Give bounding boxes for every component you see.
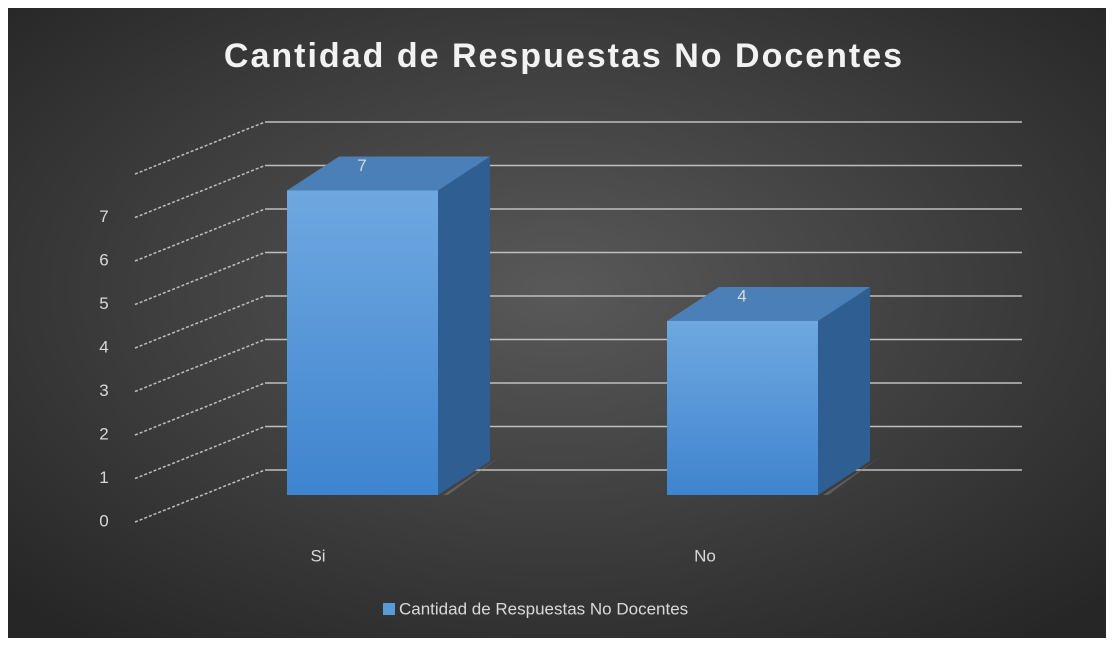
data-label: 4 (737, 286, 746, 305)
x-tick-label: No (694, 546, 716, 565)
chart-title: Cantidad de Respuestas No Docentes (224, 37, 904, 75)
legend-label: Cantidad de Respuestas No Docentes (399, 599, 688, 618)
y-tick-label: 1 (99, 468, 108, 487)
background (8, 8, 1106, 638)
x-tick-label: Si (310, 546, 325, 565)
legend-swatch (383, 603, 395, 615)
bar-front (287, 190, 438, 495)
data-label: 7 (357, 156, 366, 175)
y-tick-label: 7 (99, 207, 108, 226)
y-tick-label: 3 (99, 381, 108, 400)
side-grid-line (134, 295, 266, 349)
y-tick-label: 4 (99, 337, 108, 356)
bar-top (287, 156, 490, 191)
side-grid-line (134, 251, 266, 306)
y-tick-label: 6 (99, 250, 108, 269)
side-grid-line (134, 469, 266, 523)
side-grid-line (134, 208, 266, 262)
side-grid-line (134, 382, 266, 436)
side-grid-line (134, 425, 266, 480)
bar-side (438, 156, 490, 495)
side-grid-line (134, 164, 266, 219)
bar-front (667, 321, 818, 495)
bar-side (818, 287, 870, 495)
y-tick-label: 5 (99, 294, 108, 313)
y-tick-label: 0 (99, 511, 108, 530)
y-tick-label: 2 (99, 424, 108, 443)
side-grid-line (134, 338, 266, 393)
side-grid-line (134, 121, 266, 175)
bar-top (667, 287, 870, 321)
